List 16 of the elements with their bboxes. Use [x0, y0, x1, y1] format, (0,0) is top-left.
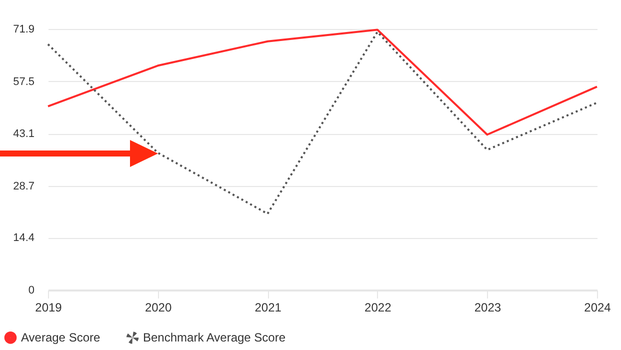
line-series — [47, 28, 598, 136]
x-tick-label: 2023 — [474, 300, 502, 314]
y-tick-label: 28.7 — [13, 180, 34, 192]
y-tick-label: 14.4 — [13, 232, 34, 244]
y-tick-label: 57.5 — [13, 76, 34, 88]
x-tick-label: 2019 — [35, 300, 62, 314]
y-tick-label: 71.9 — [13, 24, 34, 36]
x-tick-label: 2021 — [254, 300, 282, 314]
legend-label: Average Score — [21, 330, 100, 345]
x-tick-label: 2020 — [144, 300, 172, 314]
x-tick-label: 2022 — [364, 300, 392, 314]
y-tick-label: 43.1 — [13, 128, 34, 140]
line-series — [47, 30, 598, 215]
y-tick-label: 0 — [28, 284, 34, 296]
x-tick-label: 2024 — [584, 300, 612, 314]
legend-label: Benchmark Average Score — [143, 330, 286, 345]
